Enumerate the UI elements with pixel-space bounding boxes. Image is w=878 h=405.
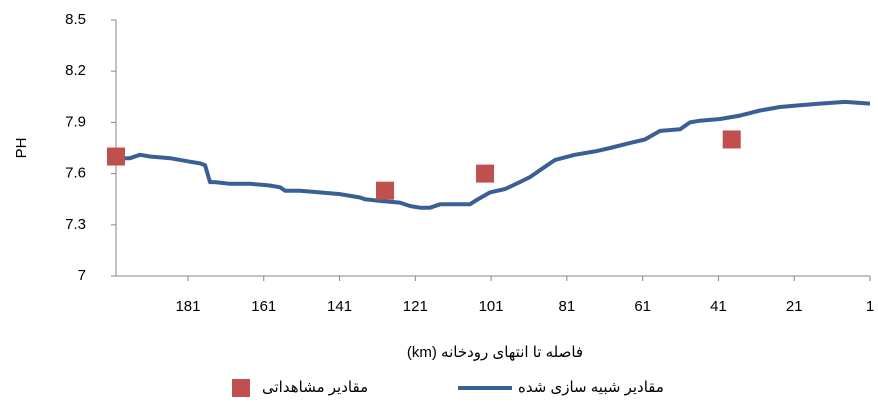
x-tick-label: 181	[175, 298, 200, 315]
x-tick-label: 101	[479, 298, 504, 315]
observed-marker	[722, 130, 741, 149]
x-tick-label: 61	[634, 298, 651, 315]
y-axis-label: PH	[13, 138, 30, 159]
y-tick-label: 7.3	[65, 216, 86, 233]
x-tick-label: 141	[327, 298, 352, 315]
legend-label: مقادیر مشاهداتی	[262, 379, 368, 396]
y-tick-label: 8.2	[65, 62, 86, 79]
x-tick-label: 81	[559, 298, 576, 315]
x-tick-label: 1	[866, 298, 874, 315]
x-axis-label: فاصله تا انتهای رودخانه (km)	[407, 344, 583, 361]
legend-label: مقادیر شبیه سازی شده	[518, 379, 664, 396]
series-line	[116, 99, 871, 210]
observed-marker	[476, 164, 495, 183]
observed-marker	[376, 181, 395, 200]
observed-marker	[107, 147, 125, 166]
y-tick-label: 7.6	[65, 165, 86, 182]
y-tick-label: 8.5	[65, 11, 86, 28]
x-tick-label: 161	[251, 298, 276, 315]
x-tick-label: 21	[786, 298, 803, 315]
legend-marker	[232, 379, 250, 397]
x-tick-label: 121	[403, 298, 428, 315]
y-tick-label: 7.9	[65, 113, 86, 130]
y-tick-label: 7	[78, 267, 86, 284]
x-tick-label: 41	[710, 298, 727, 315]
